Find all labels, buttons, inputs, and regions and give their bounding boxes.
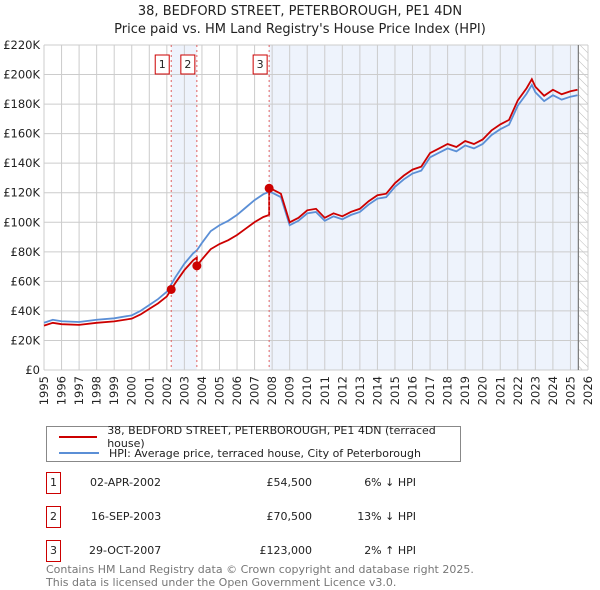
sale-marker-label: 1 bbox=[46, 472, 61, 494]
x-tick-label: 2017 bbox=[423, 376, 437, 405]
ownership-shade bbox=[269, 45, 579, 370]
sale-price: £123,000 bbox=[259, 544, 313, 557]
x-tick-label: 2006 bbox=[230, 376, 244, 405]
y-tick-label: £100K bbox=[3, 215, 40, 229]
x-tick-label: 2003 bbox=[177, 376, 191, 405]
legend-item-property: 38, BEDFORD STREET, PETERBOROUGH, PE1 4D… bbox=[59, 424, 460, 450]
x-tick-label: 2018 bbox=[441, 376, 455, 405]
sale-marker-box bbox=[252, 54, 268, 75]
chart-subtitle: Price paid vs. HM Land Registry's House … bbox=[114, 22, 486, 37]
x-tick-label: 2009 bbox=[283, 376, 297, 405]
x-tick-label: 2011 bbox=[318, 376, 332, 405]
legend-label: 38, BEDFORD STREET, PETERBOROUGH, PE1 4D… bbox=[107, 424, 436, 450]
sale-hpi-diff: 13% ↓ HPI bbox=[357, 510, 416, 523]
y-tick-label: £40K bbox=[11, 304, 41, 318]
y-tick-label: £60K bbox=[11, 274, 41, 288]
x-tick-label: 1997 bbox=[72, 376, 86, 405]
x-tick-label: 2015 bbox=[388, 376, 402, 405]
x-tick-label: 2023 bbox=[528, 376, 542, 405]
sale-price: £70,500 bbox=[266, 510, 313, 523]
sale-point bbox=[166, 284, 176, 294]
x-tick-label: 2000 bbox=[125, 376, 139, 405]
sale-row: 3 29-OCT-2007 £123,000 2% ↑ HPI bbox=[46, 540, 446, 562]
sale-marker-label: 3 bbox=[46, 540, 61, 562]
x-tick-label: 1998 bbox=[90, 376, 104, 405]
sale-marker-label: 2 bbox=[46, 506, 61, 528]
sale-date: 16-SEP-2003 bbox=[91, 510, 162, 523]
x-tick-label: 2019 bbox=[458, 376, 472, 405]
x-tick-label: 2010 bbox=[300, 376, 314, 405]
sale-marker-box bbox=[180, 54, 196, 75]
sale-hpi-diff: 6% ↓ HPI bbox=[364, 476, 416, 489]
sale-marker-label: 2 bbox=[184, 58, 191, 71]
y-tick-label: £200K bbox=[3, 68, 40, 82]
sale-price: £54,500 bbox=[266, 476, 313, 489]
legend-item-hpi: HPI: Average price, terraced house, City… bbox=[59, 445, 421, 461]
x-tick-label: 2014 bbox=[370, 376, 384, 405]
price-chart: 1995 1996 1997 1998 1999 2000 2001 2002 2003 2004… bbox=[3, 38, 595, 405]
y-tick-label: £80K bbox=[11, 245, 41, 259]
forecast-hatch bbox=[578, 45, 588, 370]
legend: 38, BEDFORD STREET, PETERBOROUGH, PE1 4D… bbox=[46, 424, 461, 462]
footer-copyright: Contains HM Land Registry data © Crown c… bbox=[46, 563, 474, 576]
sale-point bbox=[264, 183, 274, 193]
legend-swatch-hpi bbox=[59, 452, 99, 454]
sale-row: 2 16-SEP-2003 £70,500 13% ↓ HPI bbox=[46, 506, 446, 528]
x-tick-label: 2025 bbox=[563, 376, 577, 405]
y-tick-label: £0 bbox=[25, 363, 40, 377]
y-tick-label: £120K bbox=[3, 186, 40, 200]
x-tick-label: 2007 bbox=[248, 376, 262, 405]
sale-point bbox=[192, 261, 202, 271]
x-tick-label: 1995 bbox=[37, 376, 51, 405]
chart-title: 38, BEDFORD STREET, PETERBOROUGH, PE1 4D… bbox=[137, 4, 463, 19]
x-tick-label: 2004 bbox=[195, 376, 209, 405]
y-tick-label: £140K bbox=[3, 156, 40, 170]
sale-hpi-diff: 2% ↑ HPI bbox=[364, 544, 416, 557]
x-tick-label: 2024 bbox=[546, 376, 560, 405]
sale-date: 02-APR-2002 bbox=[90, 476, 162, 489]
x-tick-label: 2020 bbox=[476, 376, 490, 405]
x-tick-label: 2022 bbox=[511, 376, 525, 405]
y-tick-label: £160K bbox=[3, 127, 40, 141]
x-tick-label: 2005 bbox=[212, 376, 226, 405]
sale-date: 29-OCT-2007 bbox=[89, 544, 162, 557]
sale-row: 1 02-APR-2002 £54,500 6% ↓ HPI bbox=[46, 472, 446, 494]
x-tick-label: 2001 bbox=[142, 376, 156, 405]
x-tick-label: 2002 bbox=[160, 376, 174, 405]
sale-marker-label: 1 bbox=[159, 58, 166, 71]
x-tick-label: 2008 bbox=[265, 376, 279, 405]
sale-marker-box bbox=[154, 54, 170, 75]
legend-swatch-property bbox=[59, 436, 98, 438]
x-tick-label: 2021 bbox=[493, 376, 507, 405]
legend-label: HPI: Average price, terraced house, City… bbox=[109, 446, 421, 460]
footer-licence: This data is licensed under the Open Gov… bbox=[46, 576, 397, 589]
sale-marker-label: 3 bbox=[257, 58, 264, 71]
x-tick-label: 1996 bbox=[55, 376, 69, 405]
y-tick-label: £180K bbox=[3, 97, 40, 111]
x-tick-label: 2026 bbox=[581, 376, 595, 405]
x-tick-label: 2012 bbox=[335, 376, 349, 405]
x-tick-label: 1999 bbox=[107, 376, 121, 405]
x-tick-label: 2016 bbox=[406, 376, 420, 405]
y-tick-label: £20K bbox=[11, 333, 41, 347]
y-tick-label: £220K bbox=[3, 38, 40, 52]
x-tick-label: 2013 bbox=[353, 376, 367, 405]
